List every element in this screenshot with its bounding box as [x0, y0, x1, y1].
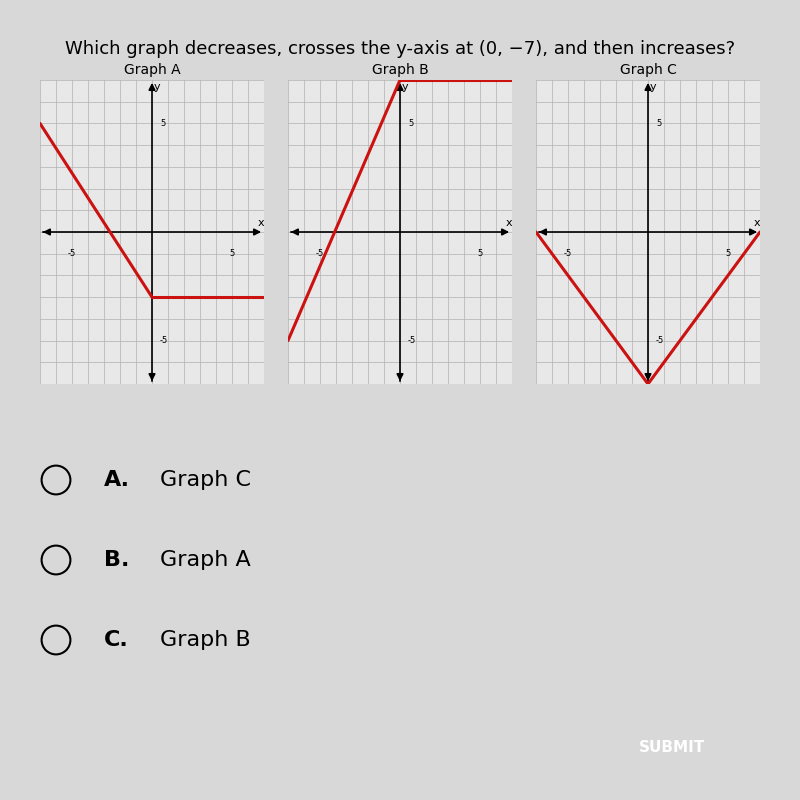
Text: 5: 5 — [408, 119, 414, 128]
Text: Graph C: Graph C — [160, 470, 251, 490]
Title: Graph B: Graph B — [372, 63, 428, 78]
Text: x: x — [258, 218, 264, 228]
Text: 5: 5 — [160, 119, 166, 128]
Text: Graph B: Graph B — [160, 630, 250, 650]
Text: Graph A: Graph A — [160, 550, 250, 570]
Title: Graph C: Graph C — [619, 63, 677, 78]
Text: x: x — [506, 218, 512, 228]
Text: A.: A. — [104, 470, 130, 490]
Title: Graph A: Graph A — [124, 63, 180, 78]
Text: y: y — [402, 82, 408, 91]
Text: 5: 5 — [656, 119, 662, 128]
Text: 5: 5 — [478, 250, 482, 258]
Text: -5: -5 — [68, 250, 76, 258]
Text: y: y — [154, 82, 160, 91]
Text: B.: B. — [104, 550, 130, 570]
Text: x: x — [754, 218, 760, 228]
Text: Which graph decreases, crosses the y-axis at (0, −7), and then increases?: Which graph decreases, crosses the y-axi… — [65, 40, 735, 58]
Text: -5: -5 — [160, 336, 168, 345]
Text: -5: -5 — [408, 336, 416, 345]
Text: 5: 5 — [726, 250, 730, 258]
Text: -5: -5 — [564, 250, 572, 258]
Text: -5: -5 — [656, 336, 664, 345]
Text: y: y — [650, 82, 656, 91]
Text: 5: 5 — [230, 250, 234, 258]
Text: SUBMIT: SUBMIT — [639, 741, 705, 755]
Text: -5: -5 — [316, 250, 324, 258]
Text: C.: C. — [104, 630, 129, 650]
